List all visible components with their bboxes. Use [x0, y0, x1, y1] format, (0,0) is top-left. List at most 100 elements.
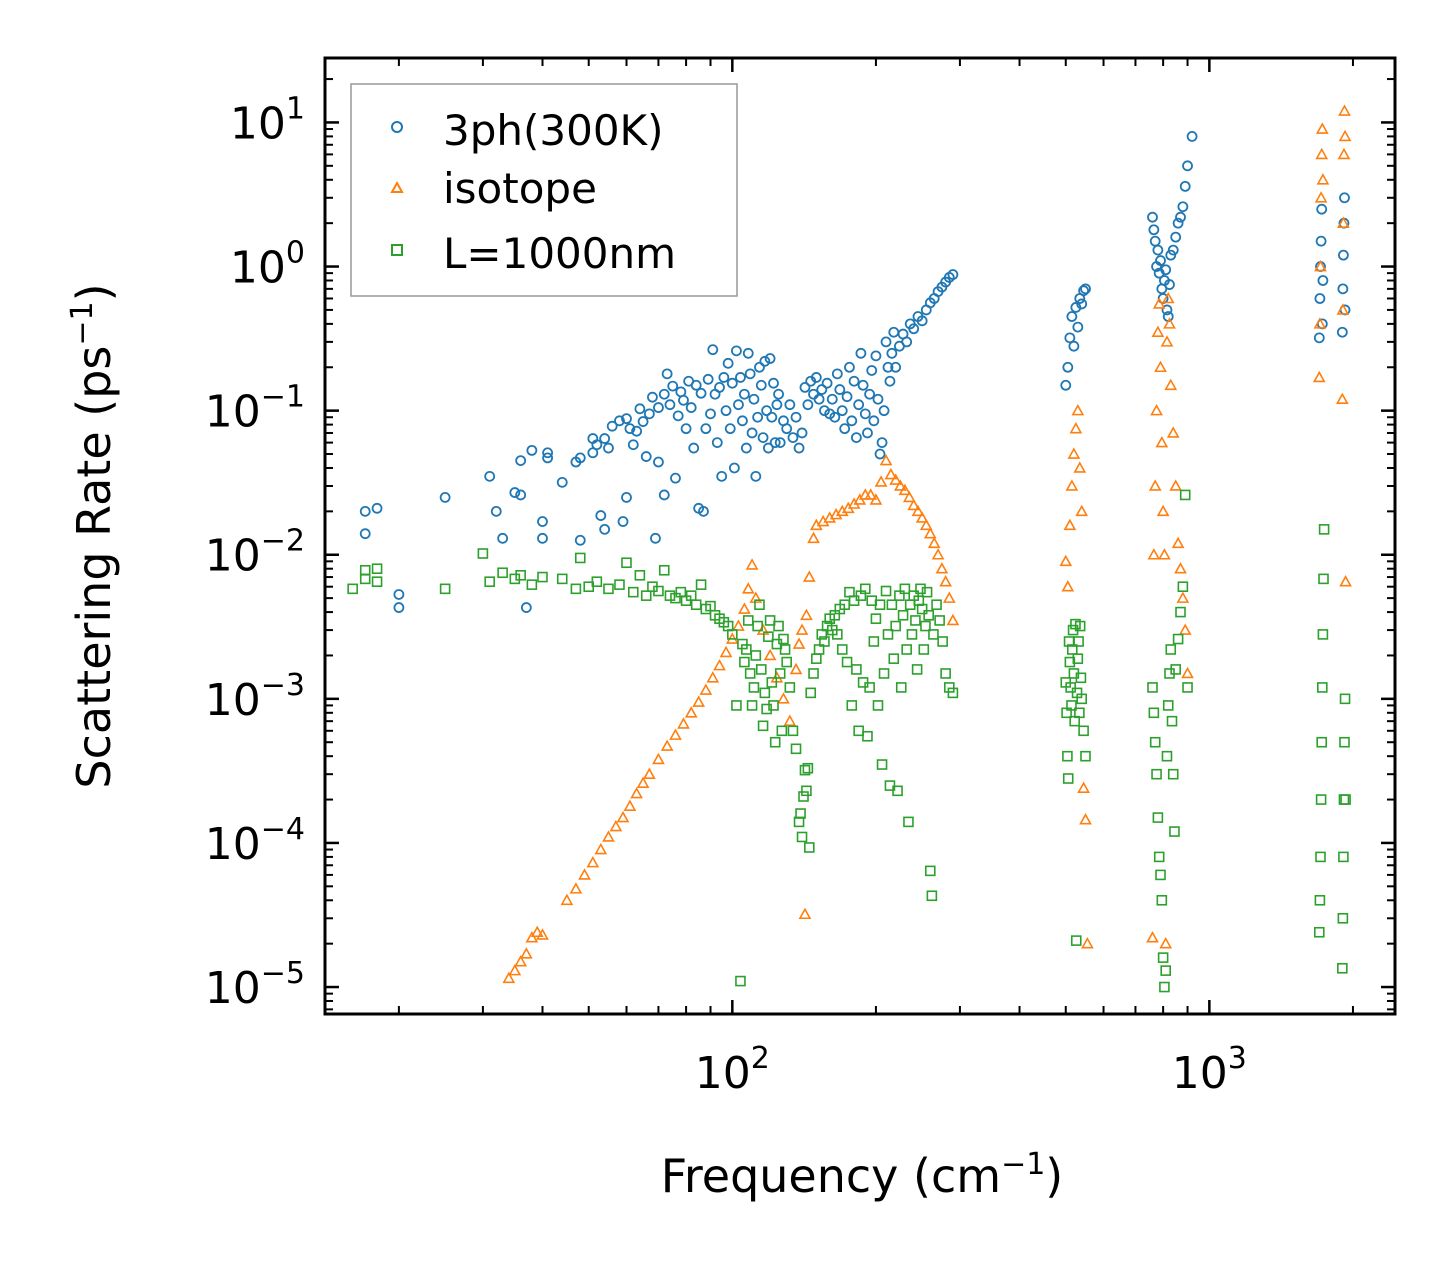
point-boundary — [1162, 700, 1174, 711]
point-3ph — [1147, 211, 1158, 223]
point-3ph — [614, 415, 625, 427]
point-3ph — [653, 402, 664, 413]
point-isotope — [741, 582, 755, 594]
point-isotope — [1335, 392, 1349, 405]
point-boundary — [816, 629, 828, 640]
point-3ph — [1175, 211, 1186, 223]
point-3ph — [484, 470, 496, 482]
point-3ph — [866, 365, 878, 376]
point-isotope — [1164, 378, 1178, 391]
point-boundary — [796, 831, 808, 843]
point-boundary — [670, 592, 681, 604]
point-isotope — [525, 931, 539, 943]
point-boundary — [915, 583, 926, 595]
point-3ph — [901, 336, 913, 348]
point-isotope — [1146, 931, 1159, 943]
point-isotope — [1312, 370, 1326, 383]
point-3ph — [810, 372, 822, 383]
point-boundary — [1066, 644, 1078, 655]
point-3ph — [1317, 275, 1329, 286]
point-boundary — [1172, 633, 1184, 645]
point-boundary — [748, 682, 760, 693]
point-boundary — [1179, 489, 1191, 501]
point-boundary — [787, 725, 799, 737]
point-boundary — [1074, 620, 1086, 632]
point-boundary — [874, 599, 886, 611]
point-boundary — [799, 764, 811, 776]
point-isotope — [783, 714, 797, 726]
point-3ph — [1064, 332, 1076, 344]
point-boundary — [1153, 851, 1165, 863]
point-boundary — [924, 865, 936, 877]
point-boundary — [1337, 962, 1348, 974]
point-3ph — [1172, 217, 1184, 229]
point-isotope — [706, 671, 720, 683]
y-axis-label: Scattering Rate (ps−1) — [65, 283, 121, 788]
point-isotope — [935, 562, 949, 574]
point-boundary — [916, 603, 928, 615]
point-isotope — [1178, 623, 1192, 635]
point-isotope — [927, 536, 941, 549]
point-boundary — [746, 700, 758, 711]
point-boundary — [1166, 715, 1178, 727]
y-tick-label: 10−1 — [205, 380, 305, 438]
point-boundary — [574, 552, 586, 564]
point-isotope — [1313, 317, 1327, 329]
point-3ph — [439, 491, 451, 503]
point-3ph — [853, 399, 865, 411]
point-boundary — [439, 583, 451, 595]
point-isotope — [919, 518, 933, 531]
point-3ph — [916, 315, 928, 327]
point-isotope — [763, 648, 777, 661]
legend-marker-isotope — [390, 180, 404, 193]
point-3ph — [700, 423, 712, 435]
point-3ph — [537, 516, 548, 527]
point-3ph — [947, 269, 959, 280]
point-3ph — [670, 472, 681, 484]
point-isotope — [942, 591, 956, 603]
point-3ph — [1078, 285, 1090, 297]
point-3ph — [680, 423, 692, 435]
point-isotope — [530, 925, 544, 938]
point-isotope — [630, 786, 643, 799]
point-3ph — [864, 388, 876, 400]
point-boundary — [484, 576, 495, 587]
point-isotope — [586, 855, 600, 868]
point-3ph — [766, 411, 778, 423]
x-tick-label: 103 — [1172, 1041, 1247, 1099]
point-3ph — [526, 444, 538, 456]
point-3ph — [882, 361, 894, 373]
point-3ph — [359, 528, 371, 540]
point-3ph — [1066, 311, 1078, 322]
point-3ph — [821, 377, 833, 389]
point-boundary — [859, 583, 871, 595]
point-isotope — [898, 483, 912, 496]
point-boundary — [621, 557, 632, 569]
point-3ph — [841, 391, 853, 403]
point-boundary — [1078, 725, 1089, 737]
point-boundary — [888, 653, 900, 664]
point-3ph — [690, 379, 702, 391]
point-3ph — [1179, 180, 1191, 192]
point-isotope — [1059, 554, 1073, 567]
point-isotope — [1159, 937, 1173, 949]
point-isotope — [609, 819, 623, 832]
point-3ph — [520, 602, 532, 613]
point-3ph — [574, 534, 586, 546]
point-3ph — [698, 505, 709, 517]
point-3ph — [1313, 332, 1325, 344]
tick-labels: 102 103 10−5 10−4 10−3 10−2 10−1 100 101 — [205, 91, 1247, 1099]
point-boundary — [804, 842, 815, 853]
point-3ph — [490, 505, 502, 517]
point-isotope — [616, 810, 630, 823]
point-3ph — [722, 357, 734, 369]
point-boundary — [727, 629, 738, 640]
point-3ph — [617, 516, 629, 527]
point-boundary — [864, 682, 875, 693]
point-3ph — [771, 399, 783, 411]
point-boundary — [868, 636, 880, 647]
point-boundary — [841, 656, 853, 668]
point-boundary — [947, 687, 959, 699]
point-3ph — [1182, 160, 1193, 172]
